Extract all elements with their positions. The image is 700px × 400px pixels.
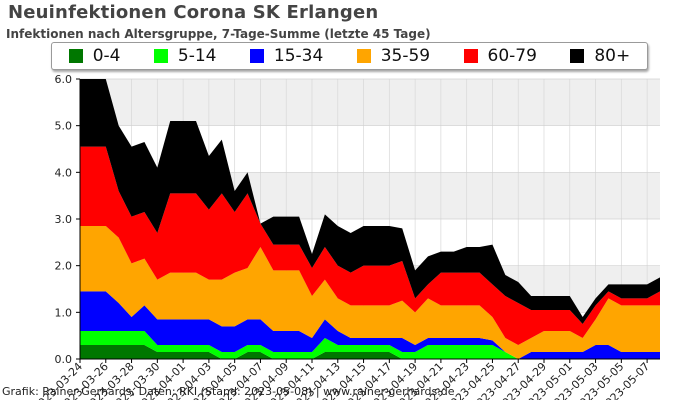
legend-item-80+: 80+ (570, 46, 630, 66)
y-tick-label: 0.0 (55, 353, 73, 366)
legend-label: 60-79 (487, 46, 537, 66)
legend-swatch (153, 49, 168, 63)
legend-item-15-34: 15-34 (249, 46, 324, 66)
legend-swatch (463, 49, 478, 63)
chart-footer: Grafik: Rainer Gerhards, Daten: RKI (Sta… (2, 385, 455, 398)
legend-swatch (356, 49, 371, 63)
y-tick-label: 5.0 (55, 120, 73, 133)
y-tick-label: 3.0 (55, 213, 73, 226)
legend-swatch (68, 49, 83, 63)
chart-title: Neuinfektionen Corona SK Erlangen (8, 2, 379, 23)
y-tick-label: 4.0 (55, 166, 73, 179)
chart-legend: 0-4 5-14 15-34 35-59 60-79 80+ (51, 42, 648, 70)
legend-label: 0-4 (92, 46, 121, 66)
legend-item-35-59: 35-59 (356, 46, 431, 66)
y-tick-label: 2.0 (55, 260, 73, 273)
area-series-60-79 (80, 146, 660, 345)
y-tick-label: 1.0 (55, 306, 73, 319)
area-series-15-34 (80, 291, 660, 359)
legend-item-60-79: 60-79 (463, 46, 537, 66)
area-series-35-59 (80, 226, 660, 359)
legend-label: 35-59 (380, 46, 431, 66)
grid-band (80, 79, 660, 126)
legend-label: 80+ (594, 46, 631, 66)
legend-item-0-4: 0-4 (68, 46, 121, 66)
legend-item-5-14: 5-14 (153, 46, 217, 66)
y-tick-label: 6.0 (55, 73, 73, 86)
chart-subtitle: Infektionen nach Altersgruppe, 7-Tage-Su… (6, 27, 431, 41)
legend-swatch (570, 49, 585, 63)
legend-swatch (249, 49, 264, 63)
legend-label: 15-34 (273, 46, 324, 66)
legend-label: 5-14 (177, 46, 217, 66)
